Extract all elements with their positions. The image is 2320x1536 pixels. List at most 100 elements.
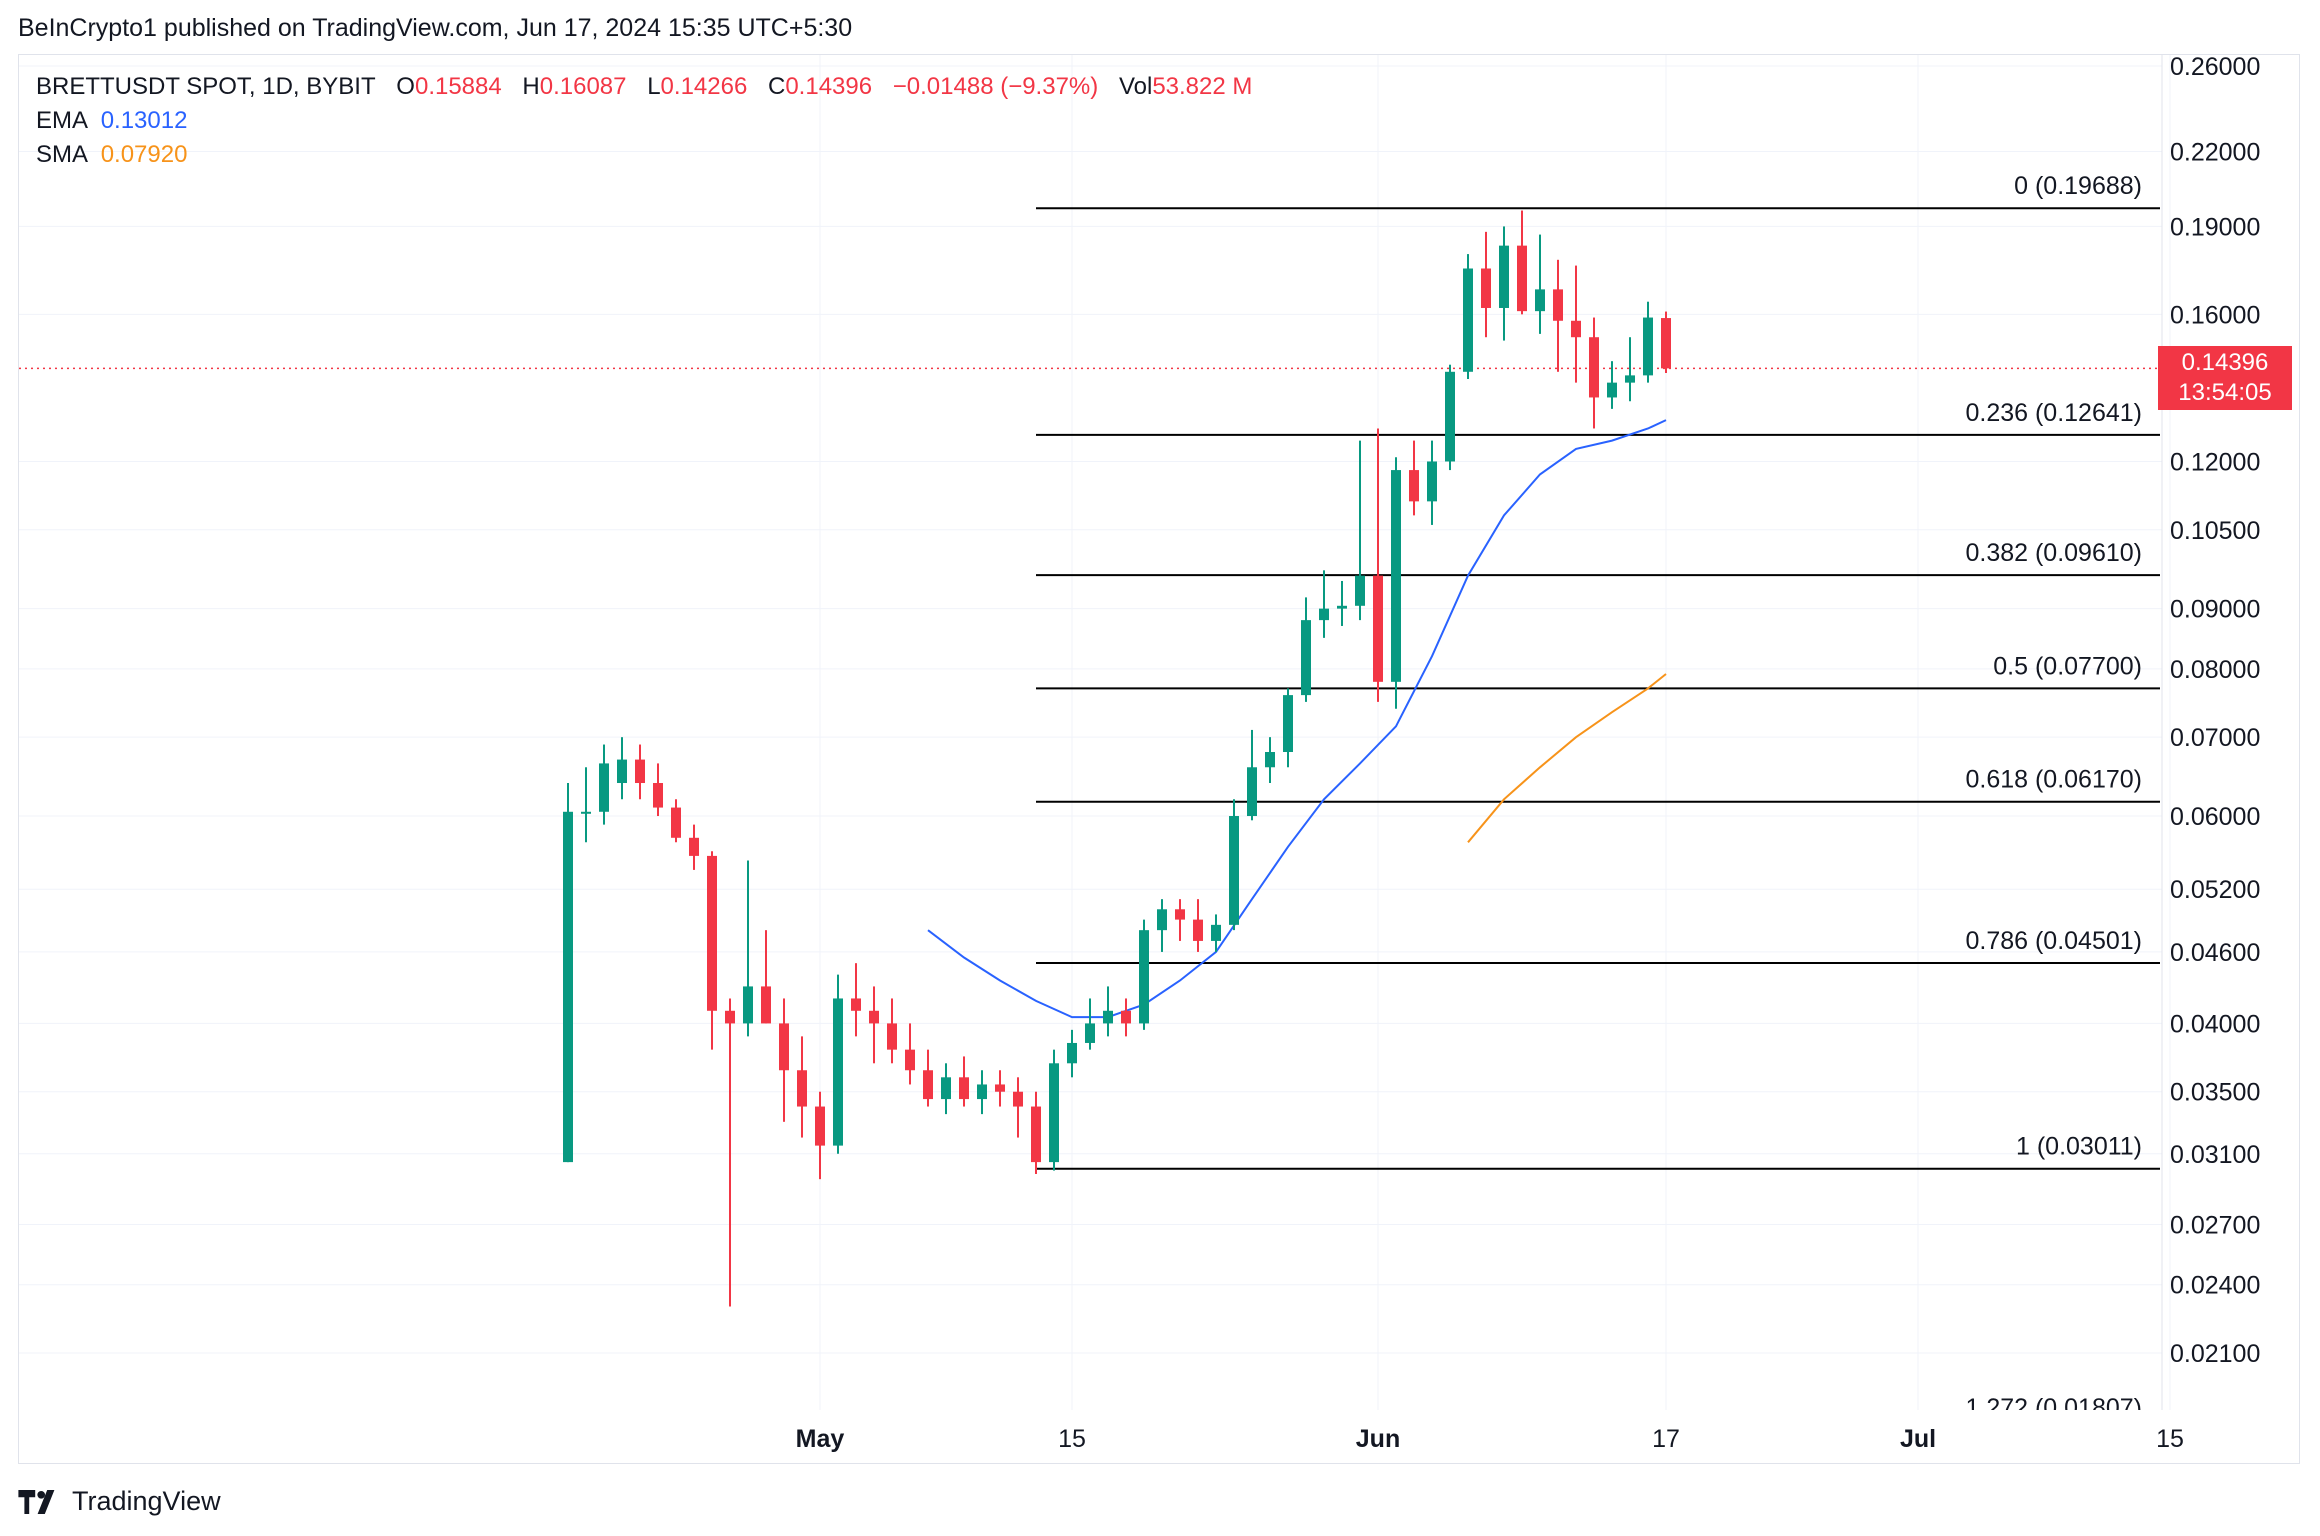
candle-body <box>1481 268 1491 308</box>
candle <box>941 1063 951 1115</box>
candle-body <box>1247 767 1257 817</box>
fib-label-0: 0 (0.19688) <box>2014 172 2142 200</box>
time-axis[interactable]: May15Jun17Jul15Aug15 <box>796 1425 2320 1453</box>
candle <box>779 998 789 1122</box>
candle <box>707 851 717 1050</box>
candle <box>1013 1077 1023 1138</box>
candle <box>1553 259 1563 372</box>
candle <box>1643 301 1653 383</box>
open-label: O <box>396 73 415 100</box>
symbol-label[interactable]: BRETTUSDT SPOT, 1D, BYBIT <box>36 73 376 100</box>
ema-row[interactable]: EMA 0.13012 <box>36 104 1266 138</box>
price-tick-label: 0.03500 <box>2170 1079 2260 1107</box>
candle <box>1355 440 1365 621</box>
candle-body <box>599 763 609 812</box>
open-value: 0.15884 <box>414 73 502 100</box>
candle-body <box>1013 1091 1023 1107</box>
sma-row[interactable]: SMA 0.07920 <box>36 138 1266 172</box>
sma-series-line <box>1467 673 1667 843</box>
candle-body <box>563 811 573 1163</box>
candle-body <box>1265 752 1275 768</box>
candle-body <box>1301 620 1311 696</box>
ema-series-line <box>927 419 1667 1019</box>
price-tick-label: 0.02700 <box>2170 1211 2260 1239</box>
fib-label-0.618: 0.618 (0.06170) <box>1965 766 2142 794</box>
price-tick-label: 0.08000 <box>2170 656 2260 684</box>
candle-body <box>1031 1106 1041 1163</box>
price-tick-label: 0.09000 <box>2170 596 2260 624</box>
candle-body <box>797 1070 807 1107</box>
candle-body <box>1571 320 1581 338</box>
candle <box>851 963 861 1037</box>
fib-label-0.786: 0.786 (0.04501) <box>1965 927 2142 955</box>
candle <box>653 763 663 817</box>
candle-body <box>1391 470 1401 682</box>
candle-body <box>833 998 843 1146</box>
candle-body <box>1643 317 1653 376</box>
candle-body <box>653 783 663 808</box>
tradingview-brand[interactable]: TradingView <box>18 1486 221 1517</box>
candle-body <box>743 986 753 1024</box>
candle <box>635 744 645 800</box>
time-tick-label: Jun <box>1356 1425 1400 1453</box>
candle-body <box>1445 371 1455 462</box>
candle <box>761 930 771 1024</box>
candle-body <box>1229 816 1239 925</box>
candle-body <box>959 1077 969 1100</box>
fib-label-0.236: 0.236 (0.12641) <box>1965 399 2142 427</box>
ema-label: EMA <box>36 107 89 134</box>
candle-body <box>941 1077 951 1100</box>
candle-body <box>1553 289 1563 321</box>
candle <box>1121 998 1131 1037</box>
candle <box>1625 337 1635 402</box>
price-tick-label: 0.10500 <box>2170 517 2260 545</box>
candle <box>1391 457 1401 709</box>
candle-body <box>1283 695 1293 753</box>
candle <box>1067 1029 1077 1078</box>
candle-body <box>1535 289 1545 312</box>
candle-body <box>1175 909 1185 920</box>
candle-body <box>1373 575 1383 682</box>
candle-body <box>617 759 627 784</box>
change-value: −0.01488 (−9.37%) <box>892 73 1099 100</box>
candle-body <box>1049 1063 1059 1163</box>
price-tick-label: 0.12000 <box>2170 448 2260 476</box>
candle <box>923 1049 933 1107</box>
candle-body <box>1589 337 1599 398</box>
candle-body <box>887 1023 897 1050</box>
candle-body <box>869 1010 879 1024</box>
price-tick-label: 0.22000 <box>2170 138 2260 166</box>
candle <box>797 1036 807 1138</box>
candle-body <box>1211 924 1221 941</box>
candle <box>1031 1091 1041 1174</box>
candle <box>959 1056 969 1107</box>
candle <box>725 998 735 1307</box>
candle <box>977 1070 987 1115</box>
candle <box>869 986 879 1064</box>
chart-frame <box>18 54 2300 1464</box>
candle-body <box>671 807 681 838</box>
candle <box>1427 440 1437 525</box>
chart-legend: BRETTUSDT SPOT, 1D, BYBIT O0.15884 H0.16… <box>36 70 1266 172</box>
price-tick-label: 0.07000 <box>2170 724 2260 752</box>
candle-body <box>851 998 861 1011</box>
candle-body <box>1121 1010 1131 1024</box>
candle-body <box>1085 1023 1095 1043</box>
candle <box>995 1070 1005 1107</box>
fib-label-0.5: 0.5 (0.07700) <box>1993 652 2142 680</box>
candle <box>1535 234 1545 334</box>
candle <box>563 783 573 1163</box>
candle <box>1319 570 1329 638</box>
candle-body <box>1139 930 1149 1024</box>
price-axis[interactable]: 0.26000 0.22000 0.19000 0.16000 0.12000 0.105… <box>2170 53 2260 1368</box>
candle <box>815 1091 825 1180</box>
candle <box>671 799 681 843</box>
fib-retracement <box>1036 207 2160 1170</box>
grid-lines <box>19 55 2171 1410</box>
sma-value: 0.07920 <box>100 141 188 168</box>
candle-body <box>635 759 645 784</box>
low-value: 0.14266 <box>660 73 748 100</box>
candle-body <box>1067 1042 1077 1064</box>
price-tick-label: 0.02100 <box>2170 1340 2260 1368</box>
